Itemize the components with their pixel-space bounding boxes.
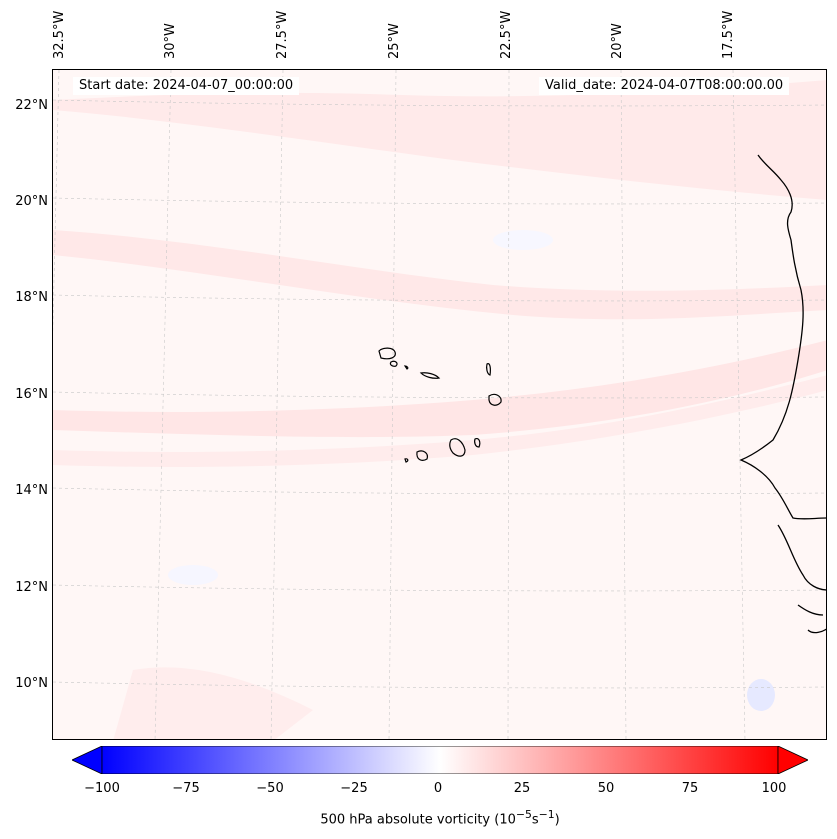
lon-label-30: 30°W [163, 23, 178, 59]
island-maio [474, 437, 481, 448]
island-sao-vicente [389, 360, 398, 367]
colorbar-tick-label: 100 [761, 781, 787, 796]
start-date-label: Start date: 2024-04-07_00:00:00 [73, 77, 300, 95]
island-santa-luzia [403, 365, 409, 370]
colorbar-label-mid: s [531, 812, 539, 828]
colorbar-extend-high [777, 746, 808, 774]
lon-label-27-5: 27.5°W [275, 10, 290, 59]
lat-label-14: 14°N [15, 483, 48, 498]
island-sal [486, 363, 491, 376]
lat-label-18: 18°N [15, 290, 48, 305]
lat-label-10: 10°N [15, 676, 48, 691]
vorticity-band-upper [53, 230, 826, 320]
coastline [739, 154, 826, 634]
map-frame[interactable] [52, 69, 827, 740]
island-brava [404, 458, 409, 463]
colorbar-body [101, 746, 779, 774]
lat-label-20: 20°N [15, 194, 48, 209]
vorticity-blue-spot [747, 679, 775, 711]
island-santo-antao [378, 347, 396, 360]
colorbar-tick-label: 25 [513, 781, 531, 796]
colorbar-tick-label: 50 [597, 781, 615, 796]
vorticity-field [53, 80, 826, 739]
colorbar-label-text: 500 hPa absolute vorticity (10 [320, 812, 516, 828]
africa-coast [739, 154, 826, 520]
lat-label-12: 12°N [15, 580, 48, 595]
island-fogo [416, 450, 428, 461]
island-boa-vista [488, 393, 502, 406]
lon-label-20: 20°W [610, 23, 625, 59]
colorbar-tick-label: −75 [172, 781, 200, 796]
vorticity-band-middle [53, 340, 826, 438]
island-santiago [449, 438, 466, 457]
colorbar [72, 746, 808, 774]
colorbar-label-end: ) [554, 812, 560, 828]
colorbar-tick-label: −25 [340, 781, 368, 796]
vorticity-band-lower [53, 375, 826, 467]
vorticity-band-north [53, 80, 826, 200]
colorbar-label-exp1: −5 [515, 808, 532, 821]
map-canvas [53, 70, 826, 739]
cape-verde-islands [378, 347, 502, 463]
vorticity-blue-spot-2 [168, 565, 218, 585]
vorticity-blob-south [113, 667, 313, 739]
colorbar-label: 500 hPa absolute vorticity (10−5s−1) [0, 808, 837, 827]
lon-label-17-5: 17.5°W [721, 10, 736, 59]
lon-label-25: 25°W [387, 23, 402, 59]
lon-label-32-5: 32.5°W [52, 10, 67, 59]
colorbar-tick-label: 0 [433, 781, 443, 796]
africa-coast-south [777, 524, 826, 591]
colorbar-label-exp2: −1 [538, 808, 555, 821]
island-sao-nicolau [419, 372, 441, 379]
lat-label-22: 22°N [15, 98, 48, 113]
colorbar-extend-low [72, 746, 103, 774]
africa-coast-islands [807, 628, 826, 634]
lat-label-16: 16°N [15, 387, 48, 402]
colorbar-tick-label: −100 [84, 781, 120, 796]
lon-label-22-5: 22.5°W [499, 10, 514, 59]
africa-coast-bissau [797, 604, 824, 616]
valid-date-label: Valid_date: 2024-04-07T08:00:00.00 [539, 77, 790, 95]
colorbar-tick-label: 75 [681, 781, 699, 796]
vorticity-blue-spot-3 [493, 230, 553, 250]
colorbar-tick-label: −50 [256, 781, 284, 796]
gridlines [53, 70, 826, 739]
